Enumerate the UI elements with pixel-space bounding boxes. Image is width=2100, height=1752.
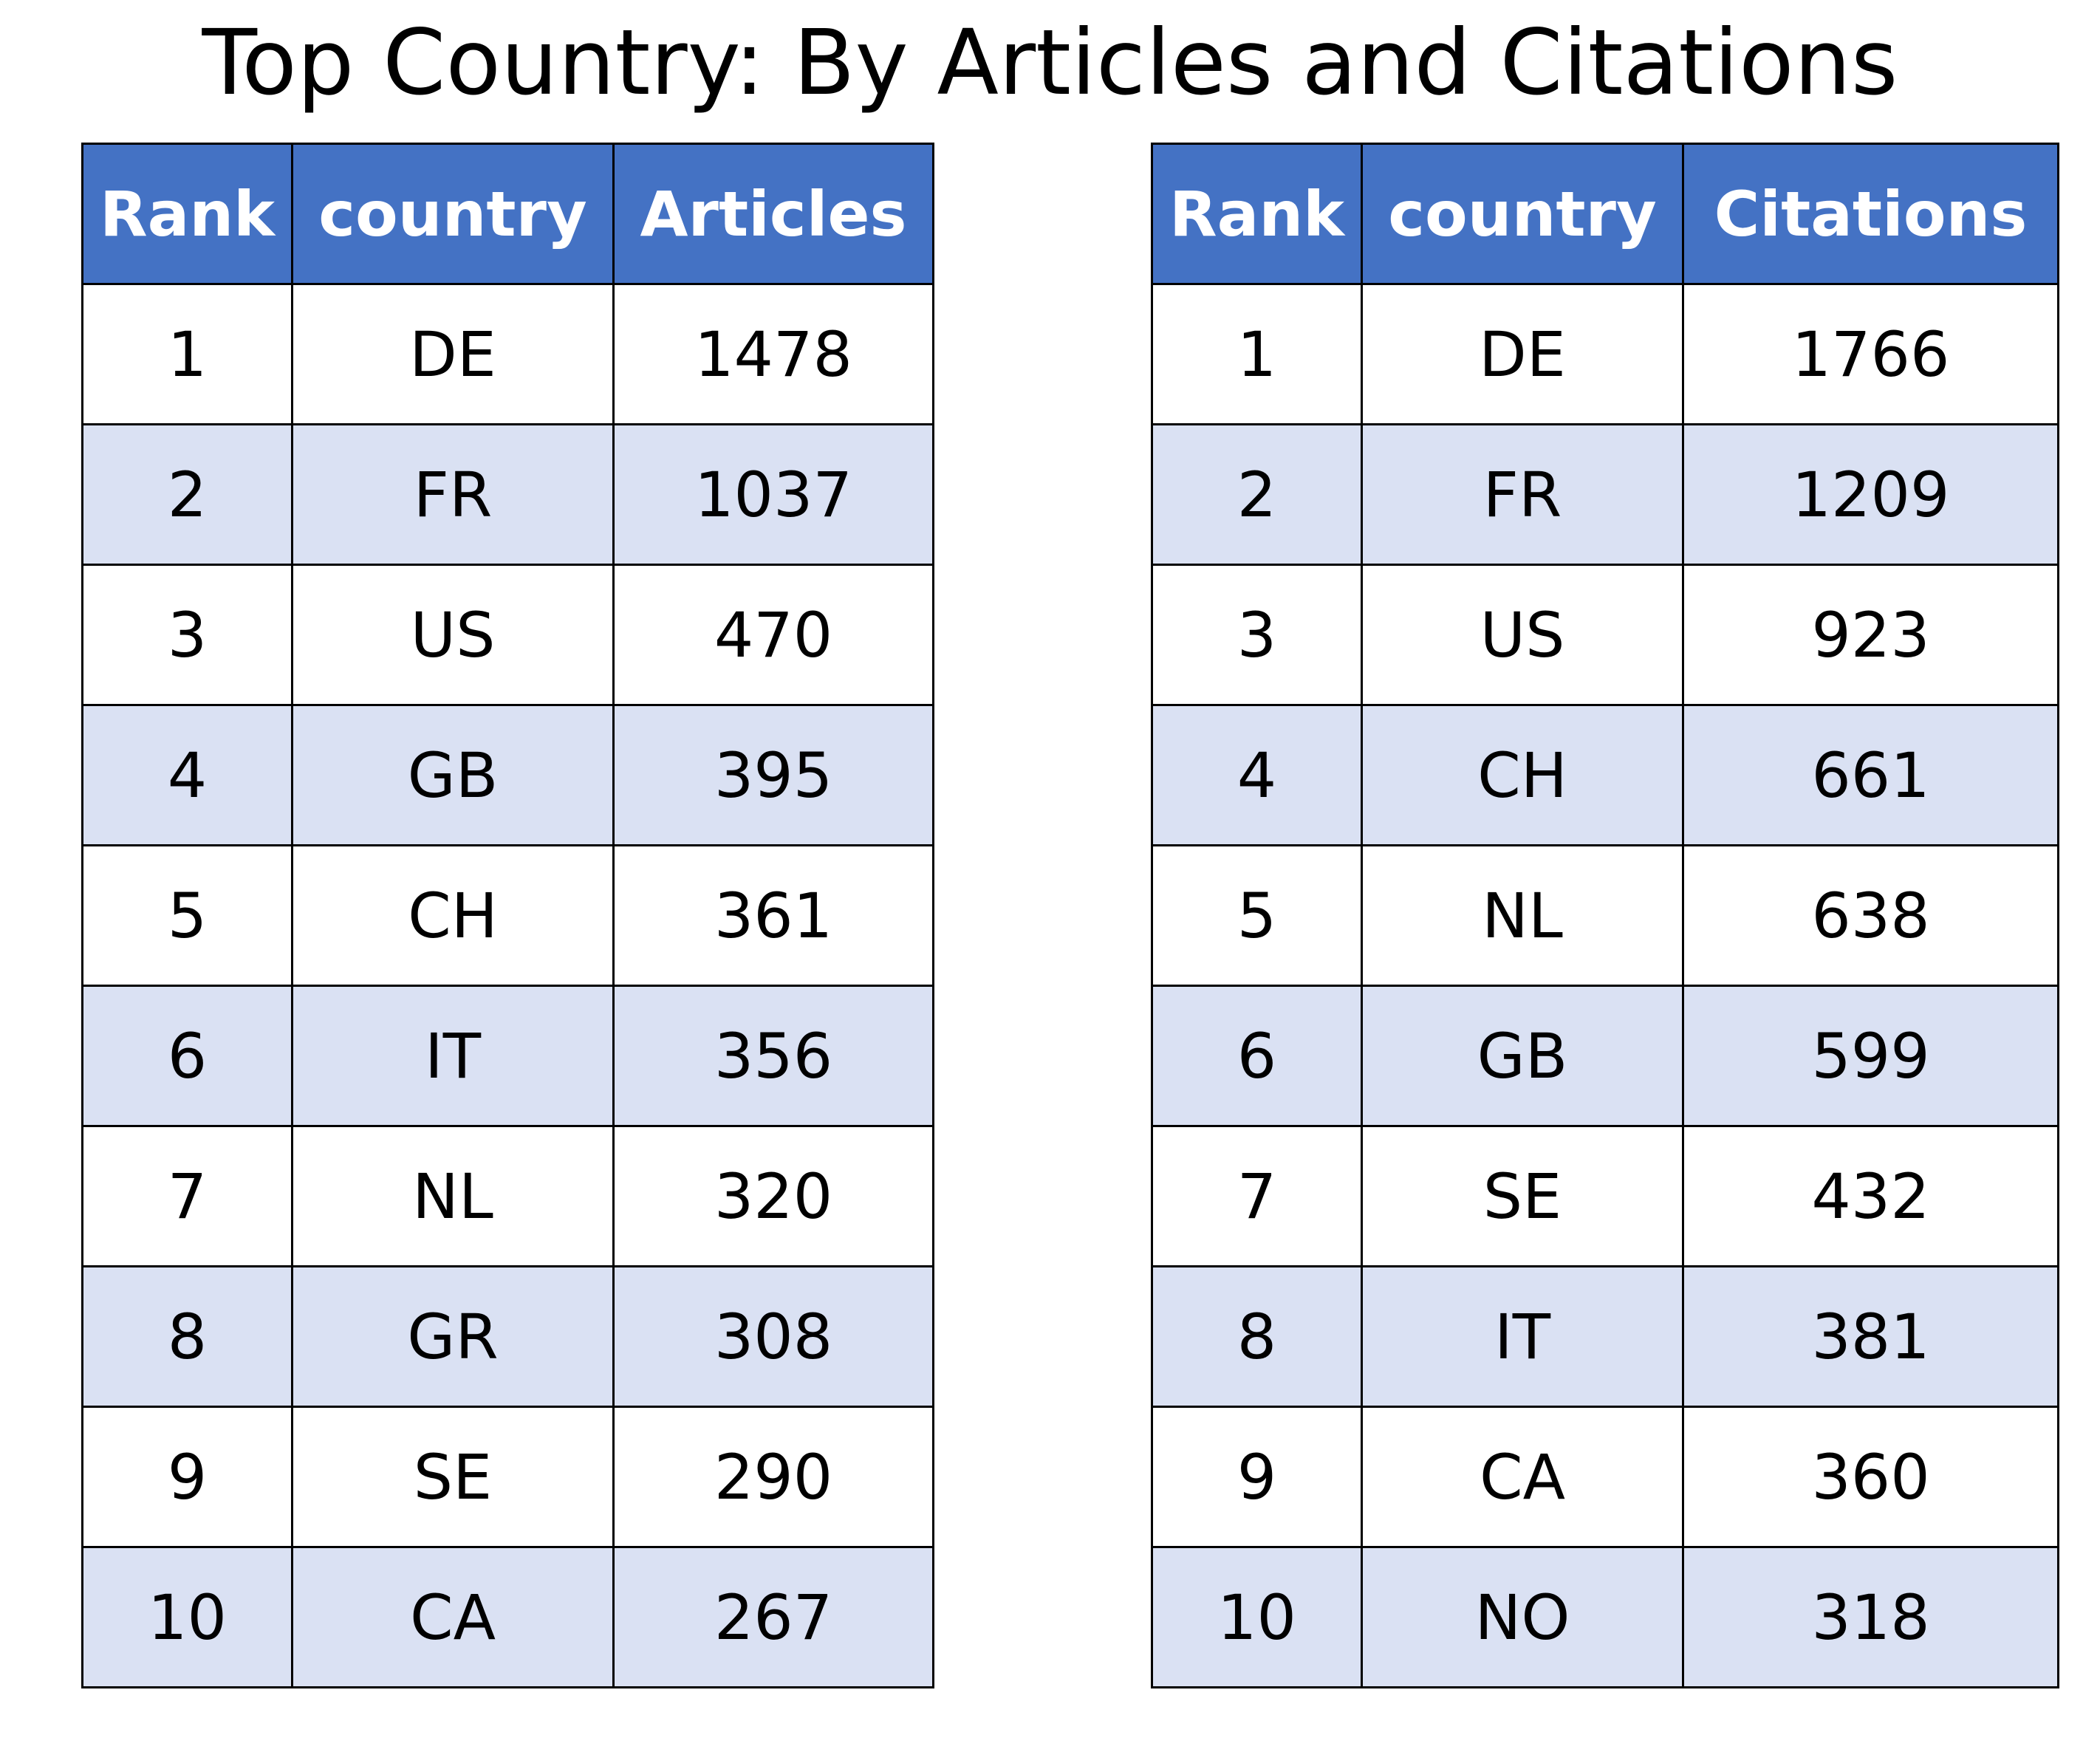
value-cell: 661 [1682, 704, 2059, 846]
table-row: 7 NL 320 [81, 1125, 934, 1267]
rank-cell: 7 [81, 1125, 293, 1267]
value-cell: 599 [1682, 985, 2059, 1127]
table-header-row: Rank country Articles [81, 143, 934, 285]
rank-cell: 1 [81, 283, 293, 425]
rank-cell: 2 [81, 423, 293, 566]
column-header-rank: Rank [1151, 143, 1363, 285]
rank-cell: 3 [1151, 564, 1363, 706]
table-row: 5 NL 638 [1151, 844, 2059, 987]
value-cell: 318 [1682, 1546, 2059, 1688]
table-row: 10 CA 267 [81, 1546, 934, 1688]
table-row: 6 GB 599 [1151, 985, 2059, 1127]
rank-cell: 4 [81, 704, 293, 846]
rank-cell: 6 [81, 985, 293, 1127]
value-cell: 361 [612, 844, 934, 987]
table-row: 9 SE 290 [81, 1406, 934, 1548]
column-header-citations: Citations [1682, 143, 2059, 285]
citations-table: Rank country Citations 1 DE 1766 2 FR 1209 3 US… [1151, 143, 2059, 1688]
table-header-row: Rank country Citations [1151, 143, 2059, 285]
rank-cell: 10 [1151, 1546, 1363, 1688]
country-cell: IT [291, 985, 615, 1127]
table-row: 3 US 470 [81, 564, 934, 706]
value-cell: 381 [1682, 1265, 2059, 1408]
country-cell: GB [291, 704, 615, 846]
country-cell: GB [1361, 985, 1684, 1127]
value-cell: 267 [612, 1546, 934, 1688]
table-row: 6 IT 356 [81, 985, 934, 1127]
value-cell: 360 [1682, 1406, 2059, 1548]
table-row: 5 CH 361 [81, 844, 934, 987]
value-cell: 356 [612, 985, 934, 1127]
country-cell: GR [291, 1265, 615, 1408]
country-cell: FR [1361, 423, 1684, 566]
value-cell: 1209 [1682, 423, 2059, 566]
table-row: 10 NO 318 [1151, 1546, 2059, 1688]
value-cell: 1478 [612, 283, 934, 425]
value-cell: 395 [612, 704, 934, 846]
rank-cell: 5 [81, 844, 293, 987]
table-row: 1 DE 1478 [81, 283, 934, 425]
rank-cell: 5 [1151, 844, 1363, 987]
country-cell: CA [291, 1546, 615, 1688]
table-row: 4 CH 661 [1151, 704, 2059, 846]
table-row: 8 IT 381 [1151, 1265, 2059, 1408]
country-cell: DE [291, 283, 615, 425]
country-cell: US [291, 564, 615, 706]
country-cell: IT [1361, 1265, 1684, 1408]
column-header-country: country [291, 143, 615, 285]
rank-cell: 2 [1151, 423, 1363, 566]
country-cell: US [1361, 564, 1684, 706]
rank-cell: 7 [1151, 1125, 1363, 1267]
value-cell: 432 [1682, 1125, 2059, 1267]
country-cell: FR [291, 423, 615, 566]
column-header-articles: Articles [612, 143, 934, 285]
country-cell: CH [291, 844, 615, 987]
country-cell: CH [1361, 704, 1684, 846]
column-header-rank: Rank [81, 143, 293, 285]
rank-cell: 10 [81, 1546, 293, 1688]
value-cell: 1766 [1682, 283, 2059, 425]
country-cell: CA [1361, 1406, 1684, 1548]
country-cell: SE [291, 1406, 615, 1548]
rank-cell: 4 [1151, 704, 1363, 846]
value-cell: 1037 [612, 423, 934, 566]
table-row: 4 GB 395 [81, 704, 934, 846]
value-cell: 290 [612, 1406, 934, 1548]
country-cell: DE [1361, 283, 1684, 425]
value-cell: 320 [612, 1125, 934, 1267]
table-row: 7 SE 432 [1151, 1125, 2059, 1267]
value-cell: 308 [612, 1265, 934, 1408]
table-row: 9 CA 360 [1151, 1406, 2059, 1548]
page-title: Top Country: By Articles and Citations [202, 10, 1898, 115]
articles-table: Rank country Articles 1 DE 1478 2 FR 1037 3 US 4… [81, 143, 934, 1688]
rank-cell: 9 [1151, 1406, 1363, 1548]
table-row: 2 FR 1037 [81, 423, 934, 566]
value-cell: 638 [1682, 844, 2059, 987]
rank-cell: 9 [81, 1406, 293, 1548]
rank-cell: 1 [1151, 283, 1363, 425]
table-row: 8 GR 308 [81, 1265, 934, 1408]
table-row: 3 US 923 [1151, 564, 2059, 706]
country-cell: NL [291, 1125, 615, 1267]
country-cell: NO [1361, 1546, 1684, 1688]
value-cell: 470 [612, 564, 934, 706]
country-cell: SE [1361, 1125, 1684, 1267]
table-row: 1 DE 1766 [1151, 283, 2059, 425]
rank-cell: 6 [1151, 985, 1363, 1127]
rank-cell: 3 [81, 564, 293, 706]
value-cell: 923 [1682, 564, 2059, 706]
column-header-country: country [1361, 143, 1684, 285]
country-cell: NL [1361, 844, 1684, 987]
rank-cell: 8 [81, 1265, 293, 1408]
table-row: 2 FR 1209 [1151, 423, 2059, 566]
rank-cell: 8 [1151, 1265, 1363, 1408]
